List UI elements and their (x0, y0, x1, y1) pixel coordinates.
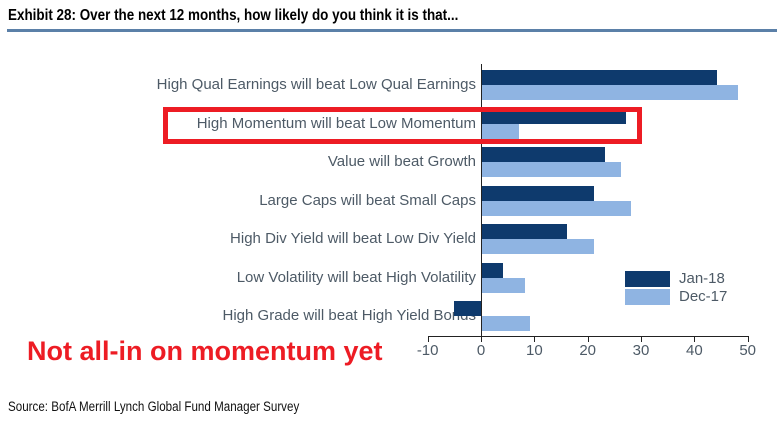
bar-jan-18 (454, 301, 481, 316)
title-underline (7, 29, 777, 32)
x-axis-tick-label: 30 (632, 342, 650, 359)
x-axis-tick (534, 336, 536, 342)
source-line: Source: BofA Merrill Lynch Global Fund M… (8, 399, 300, 414)
bar-jan-18 (482, 262, 504, 278)
x-axis-tick (587, 336, 589, 342)
category-label: High Div Yield will beat Low Div Yield (230, 230, 476, 247)
bar-dec-17 (482, 316, 530, 331)
bar-dec-17 (482, 123, 520, 139)
legend-swatch-jan18 (625, 271, 670, 287)
legend-entry-jan18: Jan-18 (625, 271, 727, 287)
category-label: Value will beat Growth (327, 153, 476, 170)
annotation-text: Not all-in on momentum yet (27, 336, 383, 366)
x-axis-tick (747, 336, 749, 342)
bar-jan-18 (482, 224, 568, 239)
category-label: Large Caps will beat Small Caps (259, 191, 476, 209)
x-axis-tick-label: 10 (525, 342, 543, 359)
legend-entry-dec17: Dec-17 (625, 289, 727, 305)
bar-jan-18 (482, 147, 605, 162)
x-axis-tick-label: 20 (579, 342, 596, 359)
bar-dec-17 (482, 277, 525, 293)
exhibit-title: Exhibit 28: Over the next 12 months, how… (8, 7, 459, 24)
x-axis-tick (481, 336, 482, 342)
bar-jan-18 (482, 185, 594, 201)
x-axis-tick-label: -10 (416, 342, 439, 359)
x-axis-tick (641, 336, 642, 342)
legend-label-dec17: Dec-17 (679, 288, 728, 305)
x-axis-tick (694, 336, 696, 342)
x-axis-tick (427, 336, 429, 342)
bar-jan-18 (482, 70, 717, 85)
legend-label-jan18: Jan-18 (679, 270, 725, 287)
category-label: Low Volatility will beat High Volatility (236, 268, 476, 286)
chart-legend: Jan-18 Dec-17 (625, 271, 727, 307)
x-axis-tick-label: 40 (685, 342, 703, 359)
category-label: High Momentum will beat Low Momentum (196, 114, 476, 132)
category-label: High Qual Earnings will beat Low Qual Ea… (156, 76, 476, 93)
x-axis-tick-label: 50 (739, 342, 756, 359)
bar-dec-17 (482, 85, 738, 100)
bar-dec-17 (482, 162, 621, 177)
legend-swatch-dec17 (625, 289, 670, 305)
category-label: High Grade will beat High Yield Bonds (222, 307, 476, 324)
bar-jan-18 (482, 108, 626, 124)
bar-dec-17 (482, 239, 594, 254)
x-axis-tick-label: 0 (476, 342, 486, 359)
zero-axis-line (481, 64, 482, 336)
momentum-highlight-box (163, 107, 642, 144)
bar-dec-17 (482, 200, 632, 216)
